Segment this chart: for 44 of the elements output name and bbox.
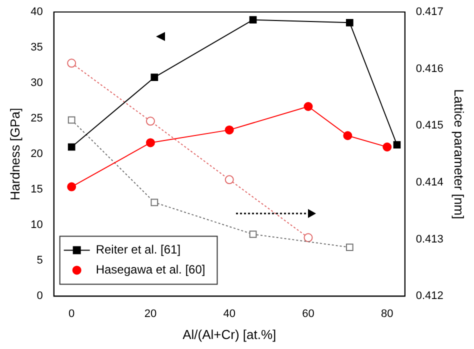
y-tick-label: 15	[30, 184, 43, 196]
point	[393, 141, 401, 149]
point	[304, 233, 313, 242]
y-tick-label: 10	[30, 219, 43, 232]
y-tick-label: 5	[36, 254, 43, 267]
y2-axis-title: Lattice parameter [nm]	[452, 89, 467, 220]
x-tick-label: 60	[302, 308, 314, 320]
x-tick-label: 80	[381, 308, 394, 320]
y-tick-label: 20	[30, 148, 43, 160]
point	[249, 16, 257, 24]
y2-tick-label: 0.417	[416, 6, 444, 18]
y2-tick-label: 0.415	[416, 120, 444, 132]
point	[382, 142, 392, 152]
y2-tick-label: 0.412	[416, 290, 444, 302]
point	[68, 116, 76, 124]
legend-label: Hasegawa et al. [60]	[96, 262, 206, 277]
point	[224, 125, 234, 134]
point	[343, 131, 352, 140]
x-axis-title: Al/(Al+Cr) [at.%]	[182, 326, 276, 342]
x-tick-label: 0	[68, 308, 75, 320]
y2-tick-label: 0.414	[416, 176, 444, 189]
point	[146, 138, 155, 148]
x-tick-label: 20	[144, 308, 157, 320]
y2-tick-label: 0.413	[416, 233, 444, 246]
point	[146, 116, 155, 126]
point	[68, 143, 76, 151]
point	[67, 182, 76, 192]
point	[346, 18, 354, 26]
point	[150, 198, 158, 206]
y-tick-label: 35	[30, 42, 43, 54]
y-tick-label: 25	[30, 112, 43, 125]
y2-tick-label: 0.416	[416, 62, 444, 75]
point	[224, 175, 234, 184]
y-axis-title: Hardness [GPa]	[7, 108, 22, 200]
point	[304, 102, 313, 111]
y-tick-label: 30	[30, 77, 43, 90]
point	[249, 230, 257, 238]
y-tick-label: 0	[36, 290, 43, 302]
point	[67, 58, 76, 68]
y-tick-label: 40	[30, 6, 43, 18]
x-tick-label: 40	[223, 308, 236, 320]
legend-label: Reiter et al. [61]	[96, 242, 181, 257]
point	[346, 244, 354, 251]
point	[150, 74, 158, 82]
